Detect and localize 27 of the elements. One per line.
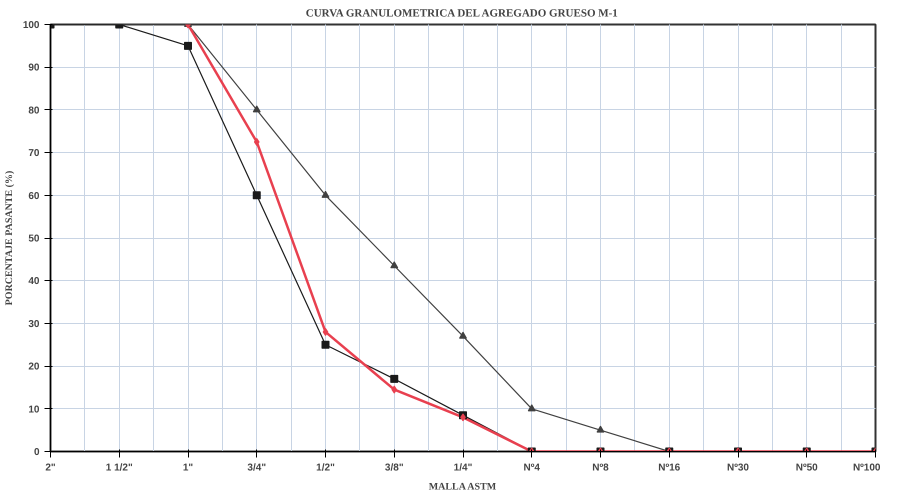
x-tick-label: Nº16 <box>658 462 681 474</box>
x-tick-label: 1 1/2" <box>106 462 133 474</box>
x-tick-label: 2" <box>45 462 56 474</box>
y-tick-label: 60 <box>28 190 40 202</box>
x-tick-label: 1/2" <box>316 462 336 474</box>
y-tick-label: 80 <box>28 105 40 116</box>
x-tick-label: 1" <box>182 462 194 474</box>
x-tick-label: Nº100 <box>852 462 881 474</box>
y-tick-label: 30 <box>28 318 40 330</box>
x-tick-label: 1/4" <box>454 462 473 474</box>
chart-title: CURVA GRANULOMETRICA DEL AGREGADO GRUESO M-1 <box>306 8 618 20</box>
y-tick-label: 0 <box>34 447 40 458</box>
x-tick-label: Nº30 <box>727 462 750 474</box>
x-tick-label: Nº8 <box>592 462 610 474</box>
y-tick-label: 40 <box>28 276 40 288</box>
x-tick-label: 3/4" <box>247 462 266 474</box>
x-tick-label: Nº50 <box>796 462 818 474</box>
y-tick-label: 50 <box>28 234 40 244</box>
x-tick-label: 3/8" <box>384 462 404 474</box>
y-tick-label: 20 <box>28 362 40 373</box>
y-tick-label: 70 <box>28 148 40 160</box>
x-tick-label: Nº4 <box>524 462 540 474</box>
y-tick-label: 100 <box>22 20 40 31</box>
x-axis-title: MALLA ASTM <box>428 482 497 492</box>
y-axis-title: PORCENTAJE PASANTE (%) <box>4 170 15 306</box>
y-tick-label: 10 <box>28 404 40 416</box>
y-tick-label: 90 <box>28 62 40 74</box>
